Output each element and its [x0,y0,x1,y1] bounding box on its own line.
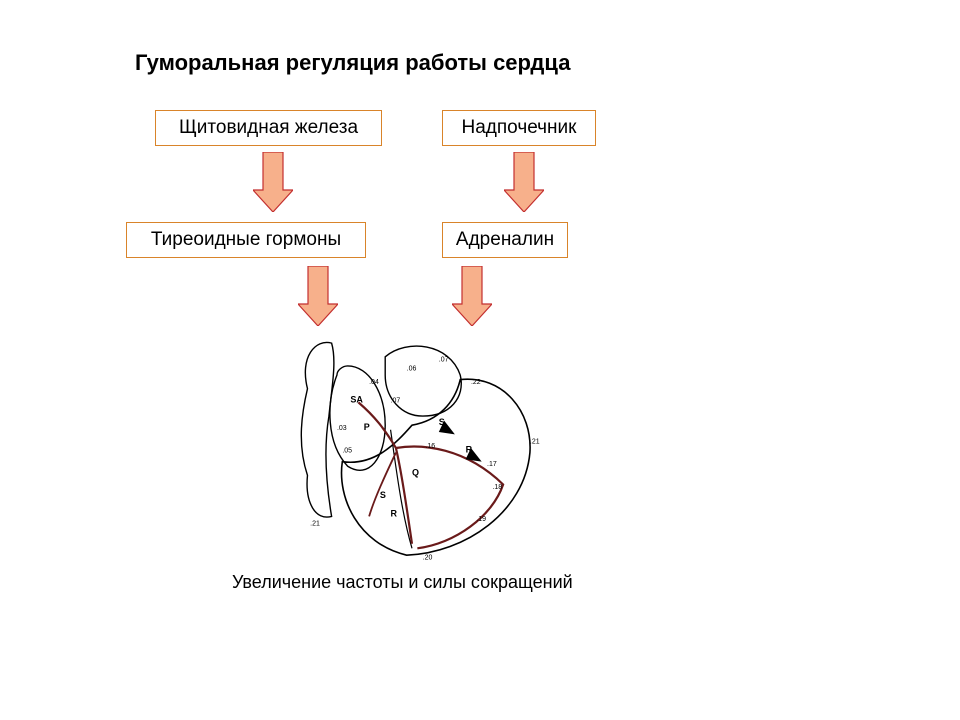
svg-text:.07: .07 [439,356,449,363]
svg-text:P: P [364,422,370,432]
box-adrenal: Надпочечник [442,110,596,146]
svg-text:.06: .06 [407,365,417,372]
svg-text:.16: .16 [425,443,435,450]
heart-diagram: .03 .04 .06 .07 .07 .05 .16 .17 .18 .19 … [278,334,546,562]
svg-text:S: S [439,417,445,427]
arrow-4 [452,266,492,326]
svg-text:.21: .21 [310,521,320,528]
svg-text:.17: .17 [487,461,497,468]
svg-text:Q: Q [412,467,419,477]
svg-text:.21: .21 [530,438,540,445]
svg-text:S: S [380,490,386,500]
diagram-title: Гуморальная регуляция работы сердца [135,50,570,76]
svg-text:.20: .20 [423,555,433,562]
svg-text:.07: .07 [391,397,401,404]
svg-text:.22: .22 [471,379,481,386]
diagram-caption: Увеличение частоты и силы сокращений [232,572,573,593]
svg-text:.03: .03 [337,425,347,432]
arrow-1 [253,152,293,212]
box-adrenaline: Адреналин [442,222,568,258]
svg-text:.19: .19 [476,516,486,523]
svg-text:.18: .18 [492,484,502,491]
svg-text:.04: .04 [369,379,379,386]
svg-text:.05: .05 [342,448,352,455]
arrow-2 [504,152,544,212]
box-thyroid-hormones: Тиреоидные гормоны [126,222,366,258]
svg-text:R: R [466,445,473,455]
svg-text:R: R [391,508,398,518]
svg-text:SA: SA [350,394,363,404]
box-thyroid: Щитовидная железа [155,110,382,146]
arrow-3 [298,266,338,326]
